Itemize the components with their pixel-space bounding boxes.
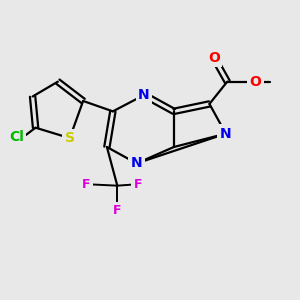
Text: S: S: [65, 131, 75, 145]
Text: Cl: Cl: [9, 130, 24, 144]
Text: F: F: [82, 178, 90, 191]
Text: O: O: [208, 51, 220, 65]
Text: O: O: [250, 75, 262, 88]
Text: F: F: [134, 178, 142, 191]
Text: F: F: [113, 204, 122, 218]
Text: N: N: [220, 127, 232, 141]
Text: N: N: [131, 156, 142, 170]
Text: N: N: [138, 88, 150, 102]
